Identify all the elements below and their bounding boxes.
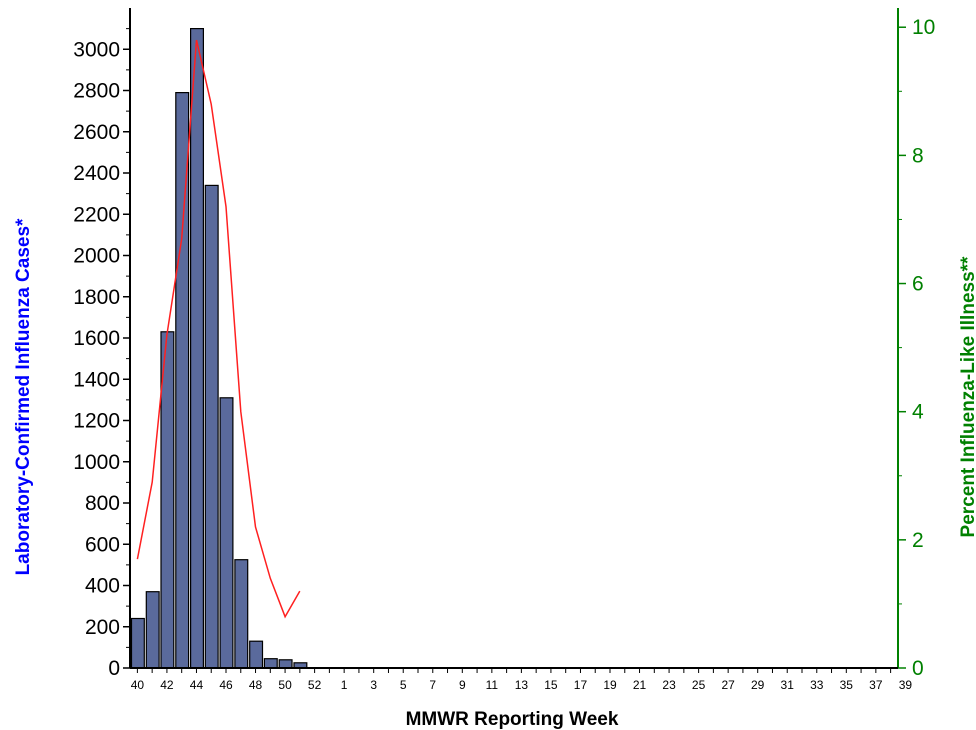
x-tick-label: 48 xyxy=(249,678,263,692)
x-tick-label: 3 xyxy=(370,678,377,692)
x-tick-label: 7 xyxy=(429,678,436,692)
x-tick-label: 21 xyxy=(633,678,647,692)
x-tick-label: 29 xyxy=(751,678,765,692)
x-tick-label: 11 xyxy=(486,678,499,692)
y-tick-label: 1200 xyxy=(73,410,120,433)
x-tick-label: 35 xyxy=(840,678,854,692)
bar-week-46 xyxy=(219,397,234,669)
bar-week-49 xyxy=(263,658,278,669)
y2-tick-label: 8 xyxy=(912,144,924,167)
x-tick-label: 52 xyxy=(308,678,322,692)
x-tick-label: 27 xyxy=(721,678,735,692)
x-axis-ticks: 40 42 44 46 48 50 52 1 3 5 7 9 11 13 15 17 19 21 23 25 27 29 3… xyxy=(131,668,913,692)
y-tick-label: 600 xyxy=(85,533,120,556)
y-tick-label: 200 xyxy=(85,616,120,639)
x-tick-label: 23 xyxy=(662,678,676,692)
y-tick-label: 1600 xyxy=(73,327,120,350)
left-axis-ticks: 0 200 400 600 800 1000 1200 1400 1600 1800 2000 220… xyxy=(73,28,130,680)
y2-tick-label: 6 xyxy=(912,273,924,296)
y-tick-label: 2600 xyxy=(73,121,120,144)
x-tick-label: 25 xyxy=(692,678,706,692)
x-tick-label: 31 xyxy=(781,678,795,692)
y-tick-label: 1400 xyxy=(73,368,120,391)
x-tick-label: 19 xyxy=(603,678,617,692)
y2-tick-label: 0 xyxy=(912,657,924,680)
left-axis-title: Laboratory-Confirmed Influenza Cases* xyxy=(13,218,34,575)
y2-tick-label: 10 xyxy=(912,16,935,39)
x-tick-label: 50 xyxy=(278,678,292,692)
x-tick-label: 39 xyxy=(899,678,913,692)
x-tick-label: 40 xyxy=(131,678,145,692)
x-tick-label: 1 xyxy=(341,678,348,692)
x-tick-label: 13 xyxy=(515,678,529,692)
y-tick-label: 3000 xyxy=(73,38,120,61)
y-tick-label: 1000 xyxy=(73,451,120,474)
bar-week-44 xyxy=(190,28,205,669)
x-tick-label: 9 xyxy=(459,678,466,692)
x-axis-title: MMWR Reporting Week xyxy=(406,709,619,730)
y-tick-label: 2200 xyxy=(73,203,120,226)
bar-week-47 xyxy=(234,559,249,669)
y-tick-label: 1800 xyxy=(73,286,120,309)
x-tick-label: 15 xyxy=(544,678,558,692)
x-tick-label: 37 xyxy=(869,678,883,692)
bar-series xyxy=(130,28,308,669)
right-axis-title: Percent Influenza-Like Illness** xyxy=(958,256,976,537)
ili-percent-line xyxy=(136,39,301,619)
y-tick-label: 2800 xyxy=(73,80,120,103)
bar-week-50 xyxy=(278,659,293,669)
x-tick-label: 17 xyxy=(574,678,588,692)
right-axis-ticks: 0 2 4 6 8 10 xyxy=(898,16,935,680)
y-tick-label: 0 xyxy=(108,657,120,680)
y-tick-label: 2400 xyxy=(73,162,120,185)
bar-week-40 xyxy=(130,617,145,669)
y2-tick-label: 4 xyxy=(912,401,924,424)
x-tick-label: 5 xyxy=(400,678,407,692)
x-tick-label: 42 xyxy=(160,678,174,692)
y-tick-label: 800 xyxy=(85,492,120,515)
y-tick-label: 400 xyxy=(85,575,120,598)
bar-week-45 xyxy=(204,184,219,669)
bar-week-48 xyxy=(249,640,264,669)
bar-week-41 xyxy=(145,591,160,669)
x-tick-label: 46 xyxy=(219,678,233,692)
y2-tick-label: 2 xyxy=(912,529,924,552)
x-tick-label: 44 xyxy=(190,678,204,692)
y-tick-label: 2000 xyxy=(73,245,120,268)
x-tick-label: 33 xyxy=(810,678,824,692)
